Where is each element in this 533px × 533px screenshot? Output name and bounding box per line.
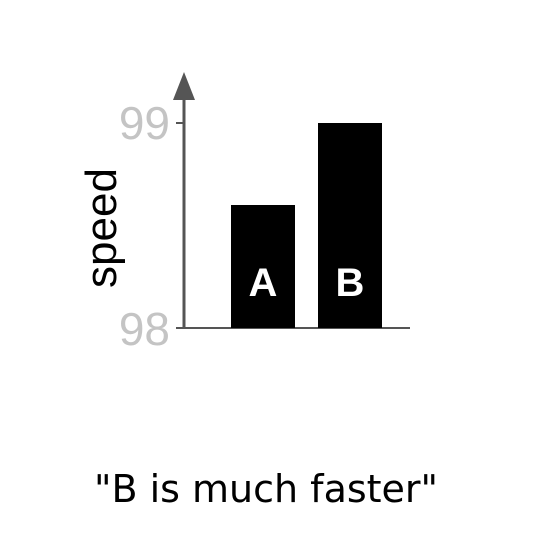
y-tick-label-99: 99 [119,97,170,149]
y-axis-arrowhead [173,72,195,100]
chart-caption: "B is much faster" [94,467,438,511]
y-tick-label-98: 98 [119,303,170,355]
bar-b [318,123,382,328]
y-axis-label: speed [77,168,126,288]
bar-label-a: A [249,261,278,305]
bar-a [231,205,295,328]
bar-label-b: B [336,261,365,305]
